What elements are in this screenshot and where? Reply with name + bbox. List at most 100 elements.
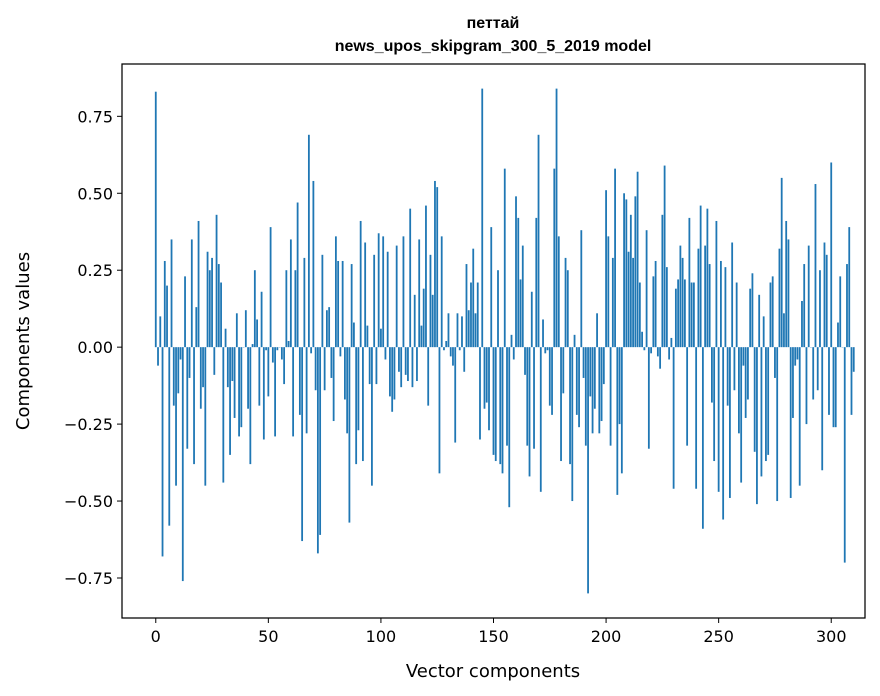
bar-179 — [557, 236, 560, 348]
bar-98 — [375, 347, 378, 385]
bar-51 — [269, 227, 272, 348]
bar-100 — [380, 328, 382, 348]
bar-82 — [339, 347, 342, 357]
bar-112 — [407, 347, 409, 382]
bar-175 — [548, 347, 551, 406]
bar-257 — [733, 347, 736, 391]
bar-164 — [524, 347, 526, 375]
bar-75 — [323, 347, 326, 391]
y-tick-label-5: 0.50 — [77, 184, 113, 203]
bar-9 — [175, 347, 177, 486]
bar-104 — [389, 347, 391, 397]
bar-91 — [359, 220, 362, 348]
bar-130 — [447, 313, 450, 348]
bar-138 — [465, 264, 468, 348]
bar-272 — [767, 347, 770, 455]
x-tick-label-3: 150 — [478, 627, 509, 646]
bar-289 — [805, 347, 808, 425]
bar-192 — [587, 347, 589, 594]
bar-131 — [449, 347, 452, 357]
bar-220 — [650, 347, 653, 354]
bar-214 — [636, 171, 639, 348]
bar-84 — [344, 347, 346, 400]
bar-223 — [656, 347, 659, 357]
bar-21 — [202, 347, 204, 388]
bar-162 — [519, 279, 522, 348]
bar-256 — [731, 242, 734, 348]
bar-88 — [353, 322, 355, 348]
bar-48 — [262, 347, 265, 440]
chart-title-line1: петтай — [467, 15, 520, 32]
bar-105 — [391, 347, 394, 412]
bar-12 — [181, 347, 184, 582]
bar-116 — [416, 347, 418, 382]
bar-239 — [692, 282, 695, 348]
bar-172 — [542, 319, 544, 348]
x-tick-label-1: 50 — [258, 627, 278, 646]
bar-32 — [226, 347, 229, 388]
bar-6 — [168, 347, 171, 526]
bar-152 — [497, 270, 499, 348]
bar-4 — [163, 260, 166, 348]
bar-181 — [562, 347, 565, 394]
bar-23 — [206, 251, 209, 348]
bar-57 — [283, 347, 286, 385]
bar-78 — [330, 347, 333, 378]
bar-207 — [620, 347, 623, 474]
bar-237 — [688, 217, 691, 348]
bar-69 — [310, 347, 313, 354]
bar-140 — [470, 282, 472, 348]
bar-209 — [625, 199, 628, 348]
y-tick-label-6: 0.75 — [77, 107, 113, 126]
bar-304 — [839, 276, 842, 348]
bar-43 — [251, 344, 254, 348]
bar-224 — [659, 347, 662, 369]
x-axis-label: Vector components — [406, 661, 580, 682]
bar-157 — [508, 347, 511, 508]
x-tick-label-4: 200 — [591, 627, 622, 646]
bar-255 — [729, 347, 731, 498]
bar-233 — [679, 245, 682, 348]
bar-3 — [161, 347, 164, 557]
bar-310 — [852, 347, 855, 372]
bar-63 — [296, 202, 299, 348]
bar-288 — [803, 264, 806, 348]
y-tick-label-0: −0.75 — [64, 569, 113, 588]
bar-128 — [443, 347, 445, 351]
bars-group — [154, 88, 855, 594]
bar-280 — [785, 220, 788, 348]
bar-145 — [481, 88, 484, 348]
bar-52 — [271, 347, 274, 363]
bar-107 — [395, 245, 398, 348]
bar-251 — [720, 260, 722, 348]
bar-108 — [398, 347, 400, 372]
bar-219 — [647, 347, 650, 449]
bar-275 — [774, 347, 776, 378]
bar-208 — [623, 193, 625, 348]
bar-33 — [229, 347, 231, 455]
bar-283 — [792, 347, 794, 418]
bar-159 — [512, 347, 515, 360]
bar-243 — [701, 347, 704, 529]
bar-242 — [699, 205, 702, 348]
bar-60 — [289, 239, 292, 348]
bar-81 — [337, 260, 340, 348]
bar-0 — [154, 91, 157, 348]
bar-142 — [474, 313, 477, 348]
bar-30 — [222, 347, 225, 483]
bar-15 — [188, 347, 191, 378]
bar-249 — [715, 220, 718, 348]
bar-259 — [738, 347, 740, 434]
bar-136 — [461, 316, 463, 348]
bar-294 — [816, 347, 819, 391]
bar-297 — [823, 242, 826, 348]
bar-202 — [609, 347, 612, 446]
bar-29 — [220, 282, 222, 348]
bar-198 — [600, 347, 603, 422]
bar-66 — [303, 257, 306, 348]
bar-269 — [760, 347, 763, 477]
bar-146 — [483, 347, 486, 409]
bar-248 — [713, 347, 716, 462]
bar-49 — [265, 347, 267, 351]
bar-221 — [652, 276, 655, 348]
